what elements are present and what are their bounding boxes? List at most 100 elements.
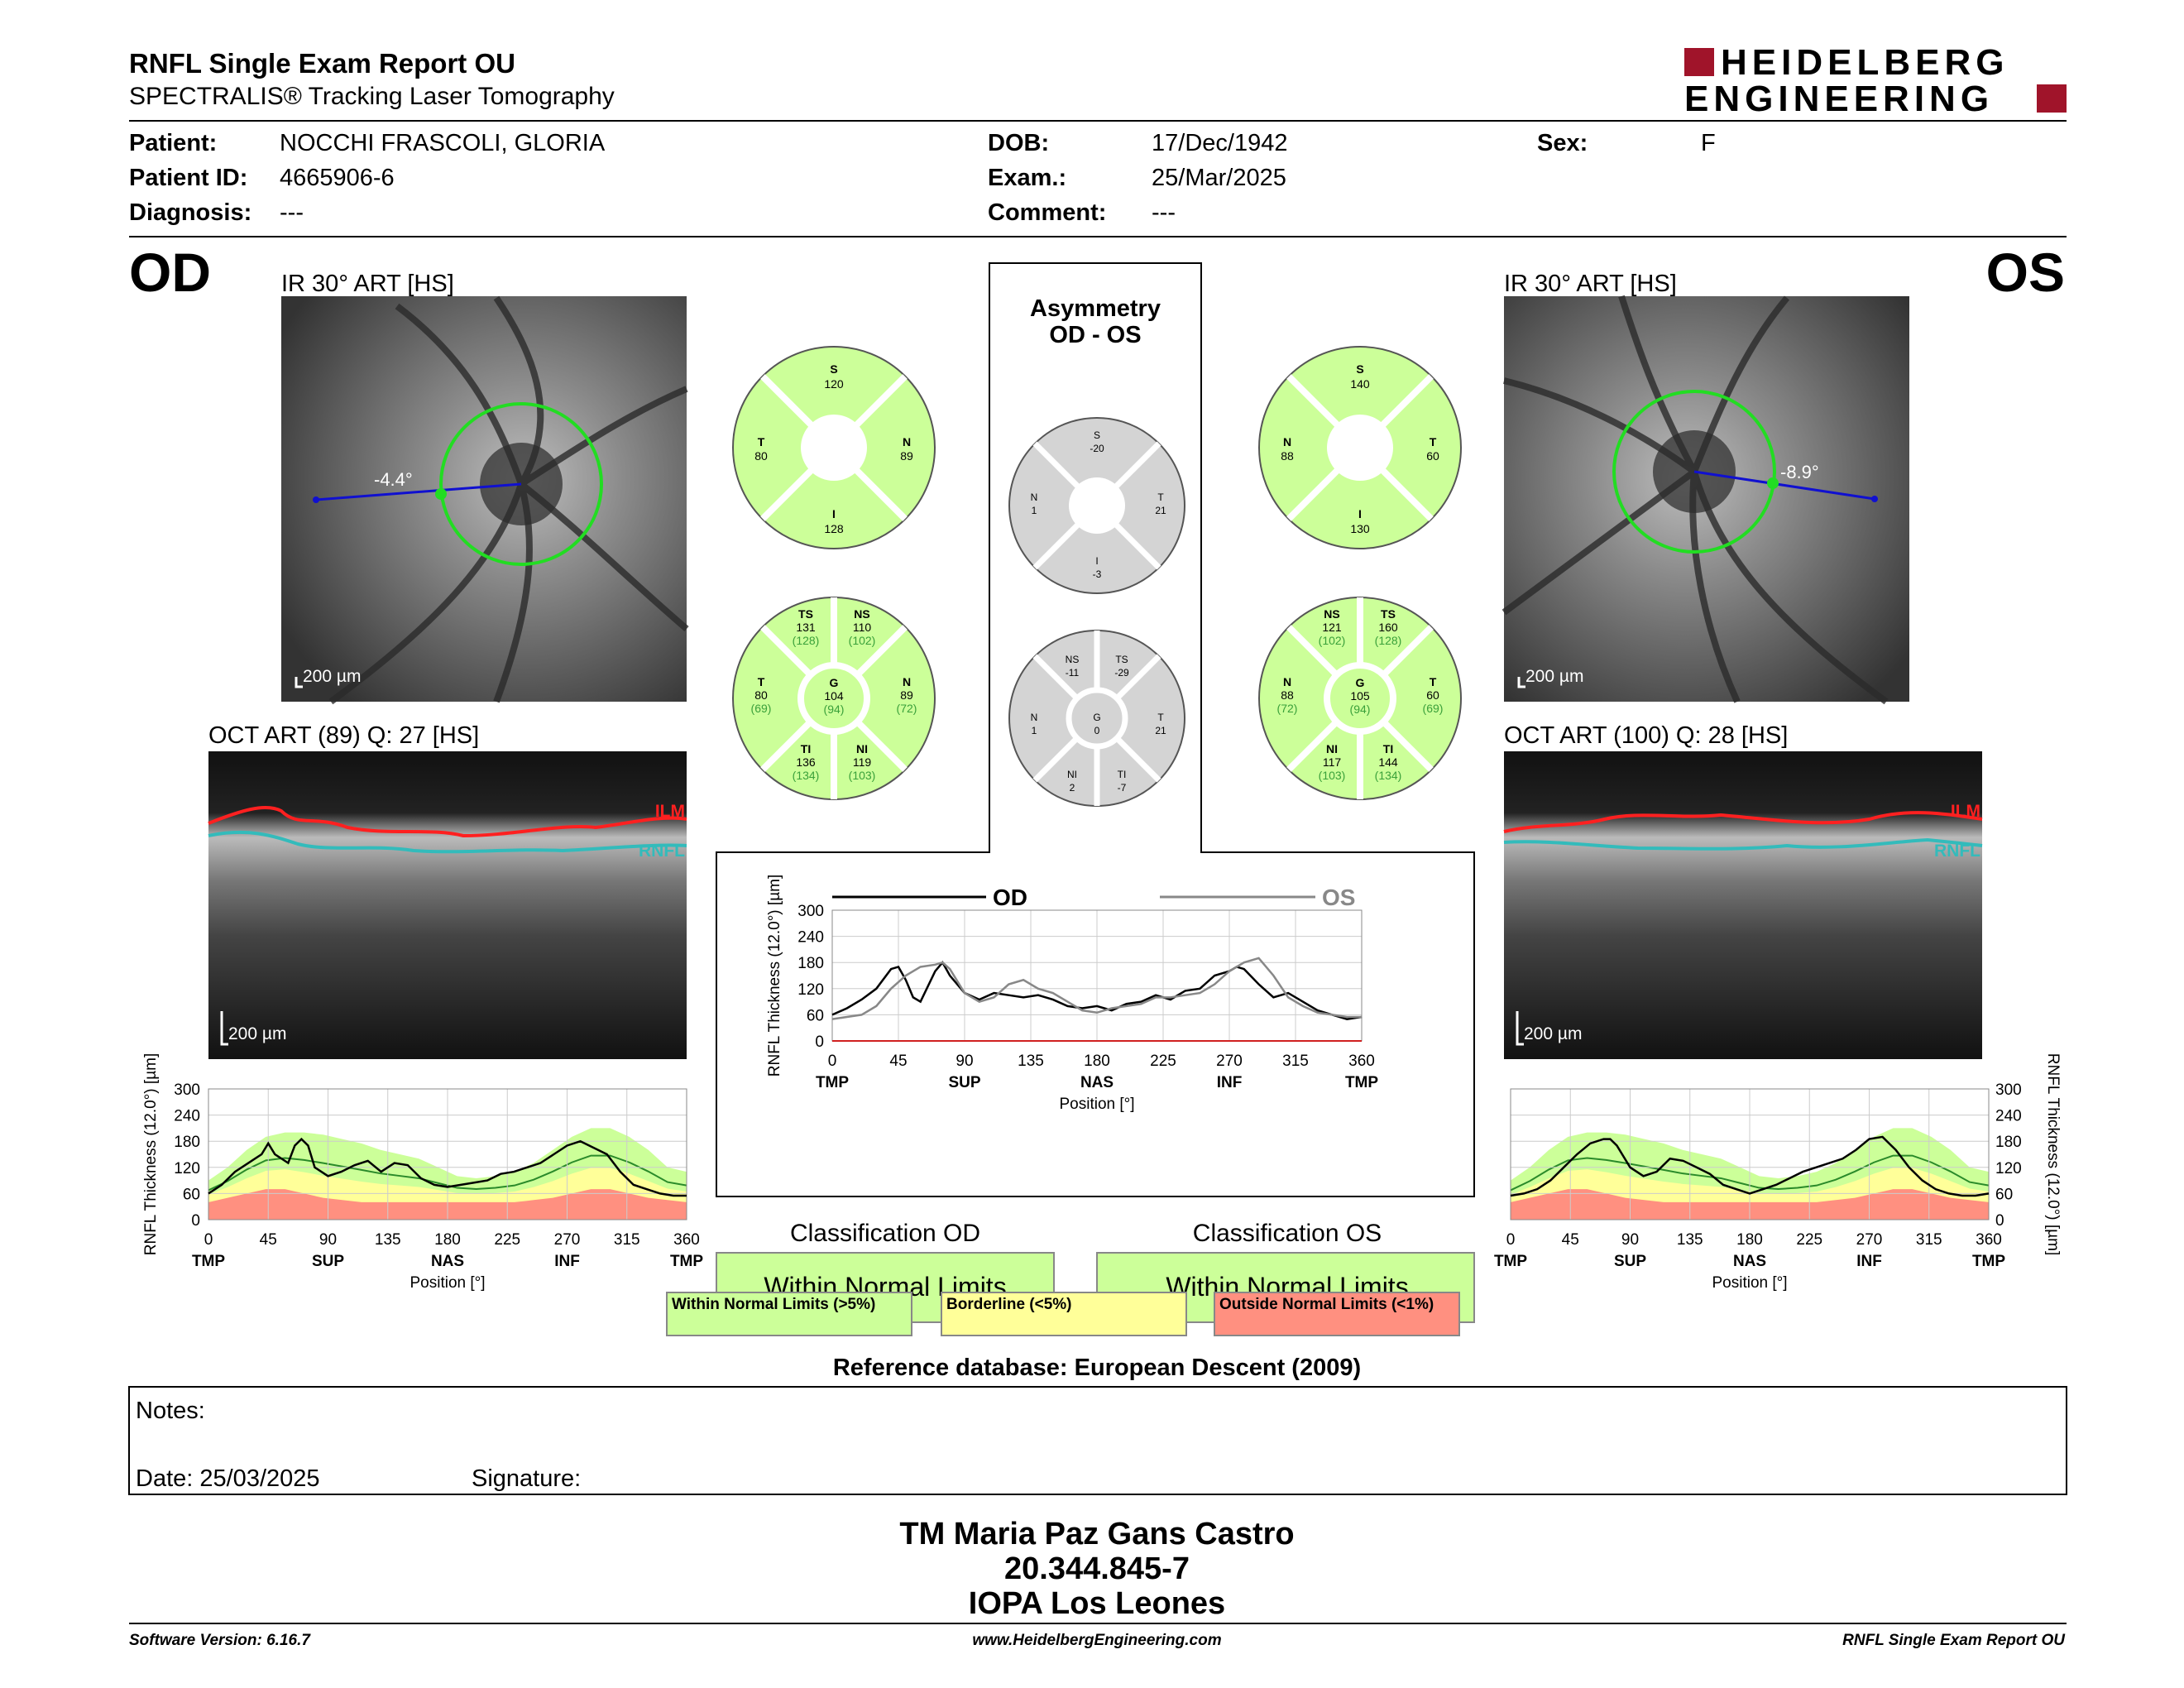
exam-value: 25/Mar/2025 [1152, 165, 1286, 191]
os-rnfl-label: RNFL [1934, 842, 1980, 861]
dob-label: DOB: [988, 130, 1049, 156]
chart-od-x-region-label: TMP [192, 1253, 225, 1270]
signer-id: 20.344.845-7 [1004, 1551, 1190, 1586]
os-quad-t-value: 60 [1426, 449, 1439, 463]
od-sect-g-label: G [830, 676, 839, 689]
od-sect-ns-label: NS [854, 607, 869, 621]
os-ilm-label: ILM [1951, 802, 1980, 821]
os-quad-center [1327, 415, 1393, 481]
signer-name: TM Maria Paz Gans Castro [899, 1517, 1294, 1551]
chart-od-y-tick-label: 60 [183, 1186, 200, 1203]
exam-label: Exam.: [988, 165, 1066, 191]
os-sect-ni-ref: (103) [1319, 769, 1346, 782]
os-scan-marker [1767, 477, 1779, 489]
os-oct-scale-bar [1516, 1011, 1524, 1046]
os-sect-t-label: T [1430, 675, 1437, 688]
od-oct-bg [208, 751, 687, 1059]
logo-line1: HEIDELBERG [1721, 42, 2009, 83]
chart-asym-series-line [831, 961, 1363, 1020]
chart-os-x-tick-label: 270 [1856, 1231, 1883, 1249]
chart-asym-x-tick-label: 45 [889, 1053, 907, 1070]
os-ir-scale-bar [1517, 677, 1525, 688]
od-sect-ti-ref: (134) [793, 769, 820, 782]
os-oct-scale: 200 µm [1524, 1024, 1582, 1043]
asym-rnfl-chart: 0 60 120 180 240 300 0 45 90 135 180 225 270 315 360 TM… [766, 875, 1378, 1113]
asym-quad-n-label: N [1031, 492, 1038, 503]
od-sect-ts-value: 131 [796, 621, 816, 634]
notes-box [128, 1386, 2067, 1495]
asym-sect-t-value: 21 [1155, 725, 1166, 736]
chart-os-x-tick-label: 135 [1677, 1231, 1703, 1249]
chart-od-y-tick-label: 240 [174, 1108, 200, 1125]
chart-asym-y-axis-title: RNFL Thickness (12.0°) [µm] [766, 875, 783, 1077]
asym-quad-t-label: T [1157, 492, 1164, 503]
os-eye-label: OS [1986, 242, 2065, 303]
os-quad-i-label: I [1358, 507, 1362, 520]
sex-label: Sex: [1537, 130, 1588, 156]
od-scan-line [315, 482, 522, 501]
footer-report: RNFL Single Exam Report OU [1842, 1632, 2066, 1649]
chart-od-x-tick-label: 360 [673, 1231, 700, 1249]
chart-asym-x-tick-label: 90 [956, 1053, 973, 1070]
chart-asym-x-tick-label: 225 [1150, 1053, 1176, 1070]
od-angle: -4.4° [374, 469, 413, 490]
footer-url[interactable]: www.HeidelbergEngineering.com [972, 1632, 1221, 1649]
asym-quad-n-value: 1 [1032, 505, 1037, 516]
od-quad-i-value: 128 [824, 522, 844, 535]
center-panel-outline [716, 262, 1475, 1197]
chart-od-series-line [208, 1137, 687, 1197]
od-oct-scale: 200 µm [228, 1024, 286, 1043]
chart-os-y-tick-label: 240 [1995, 1108, 2022, 1125]
os-vessels [1502, 295, 1889, 705]
od-vessels [328, 295, 689, 705]
patient-name: NOCCHI FRASCOLI, GLORIA [280, 130, 606, 156]
chart-os-x-tick-label: 360 [1976, 1231, 2002, 1249]
od-oct-scale-bar [220, 1011, 228, 1046]
os-sect-n-value: 88 [1281, 688, 1294, 702]
asym-sect-ni-label: NI [1067, 769, 1077, 780]
asym-legend-od-label: OD [993, 885, 1027, 910]
legend-borderline-box [941, 1292, 1187, 1336]
chart-asym-y-tick-label: 300 [797, 903, 824, 920]
os-sect-g-label: G [1356, 676, 1365, 689]
chart-asym-y-tick-label: 0 [815, 1033, 824, 1051]
os-sect-ts-ref: (128) [1375, 634, 1402, 647]
od-rnfl-chart: 0 60 120 180 240 300 0 45 90 135 180 225 270 315 360 TM… [142, 1053, 703, 1292]
os-quad-s-label: S [1356, 362, 1363, 376]
patient-id-label: Patient ID: [129, 165, 247, 191]
os-ir-scale: 200 µm [1525, 667, 1583, 686]
asym-title-1: Asymmetry [1030, 295, 1161, 322]
od-quad-i-label: I [832, 507, 836, 520]
os-rnfl-line [1503, 837, 1983, 851]
chart-os-x-region-label: TMP [1972, 1253, 2005, 1270]
logo-square-top [1684, 48, 1714, 76]
od-ilm-label: ILM [655, 802, 685, 821]
comment-label: Comment: [988, 199, 1106, 226]
os-sect-ts-value: 160 [1378, 621, 1398, 634]
sex-value: F [1701, 130, 1716, 156]
chart-od-x-region-label: INF [554, 1253, 580, 1270]
patient-label: Patient: [129, 130, 217, 156]
os-sect-t-value: 60 [1426, 688, 1439, 702]
os-sect-g-value: 105 [1350, 689, 1370, 703]
od-rnfl-line [208, 830, 687, 854]
asym-sector-diagram: NS -11 TS -29 N 1 G 0 T 21 NI 2 TI -7 [1008, 630, 1185, 807]
os-oct-image: ILM RNFL 200 µm [1503, 751, 1983, 1059]
patient-info: Patient: NOCCHI FRASCOLI, GLORIA Patient… [129, 130, 1716, 226]
chart-os-x-tick-label: 225 [1796, 1231, 1822, 1249]
asym-sect-ns-value: -11 [1066, 667, 1080, 679]
chart-os-series-line [1510, 1135, 1990, 1197]
od-ir-scale-bar [295, 677, 303, 688]
asym-sect-ti-label: TI [1118, 769, 1127, 780]
chart-os-y-tick-label: 300 [1995, 1081, 2022, 1099]
asym-legend-os-label: OS [1322, 885, 1355, 910]
od-quad-t-label: T [758, 435, 765, 448]
chart-od-x-axis-title: Position [°] [410, 1274, 485, 1292]
chart-asym-y-tick-label: 240 [797, 929, 824, 947]
asym-sect-ts-label: TS [1115, 654, 1128, 665]
od-scan-marker [435, 488, 447, 500]
chart-od-x-tick-label: 225 [494, 1231, 520, 1249]
od-sect-t-label: T [758, 675, 765, 688]
chart-os-x-region-label: SUP [1614, 1253, 1646, 1270]
os-quad-n-label: N [1283, 435, 1291, 448]
